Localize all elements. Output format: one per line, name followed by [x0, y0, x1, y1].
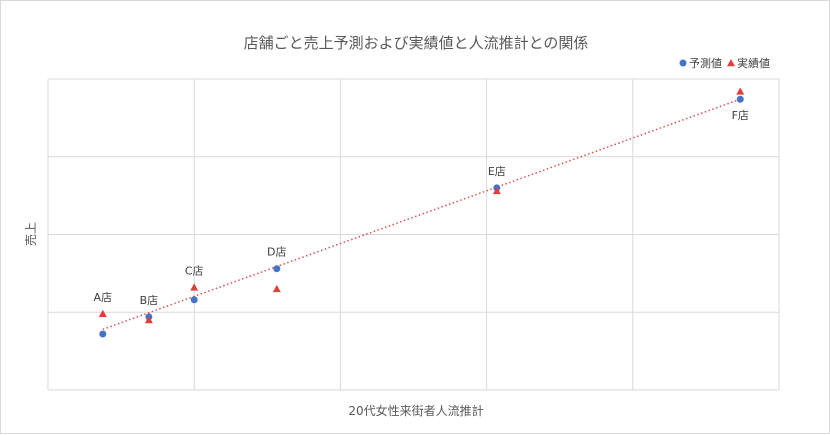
point-jisseki	[492, 186, 501, 195]
chart-title: 店舗ごと売上予測および実績値と人流推計との関係	[244, 34, 589, 52]
y-axis-title: 売上	[23, 222, 38, 246]
point-yosoku	[736, 95, 744, 103]
point-yosoku	[99, 330, 107, 338]
point-yosoku	[273, 265, 281, 273]
trendline	[102, 98, 741, 331]
data-label: E店	[488, 164, 506, 178]
point-jisseki	[98, 309, 107, 318]
point-yosoku	[190, 296, 198, 304]
data-label: B店	[140, 293, 159, 307]
legend-label-yosoku: 予測値	[689, 56, 722, 70]
legend-marker-jisseki	[727, 59, 735, 67]
grid	[47, 78, 780, 391]
legend: 予測値 実績値	[679, 56, 770, 70]
data-labels: A店 B店 C店 D店 E店 F店	[94, 108, 749, 307]
point-jisseki	[736, 87, 745, 95]
data-label: F店	[732, 108, 749, 122]
data-label: A店	[94, 290, 113, 304]
data-marks	[98, 87, 745, 338]
legend-label-jisseki: 実績値	[737, 56, 770, 70]
point-jisseki	[190, 283, 199, 291]
data-label: C店	[185, 263, 204, 277]
trendline-linear	[102, 98, 741, 331]
point-jisseki	[272, 284, 281, 293]
data-label: D店	[267, 245, 286, 259]
x-axis-title: 20代女性来街者人流推計	[348, 403, 483, 418]
point-jisseki	[144, 316, 153, 324]
legend-marker-yosoku	[679, 59, 687, 67]
